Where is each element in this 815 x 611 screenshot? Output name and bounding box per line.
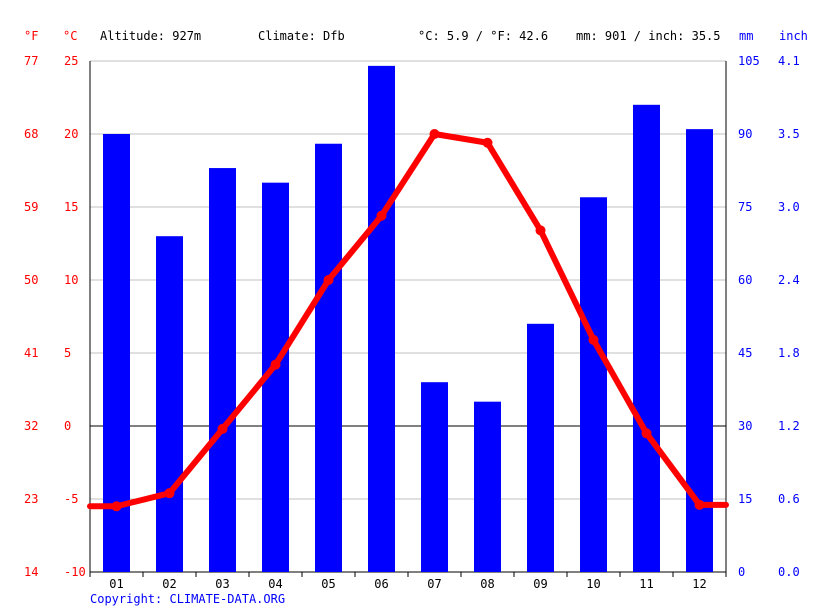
fahrenheit-tick-label: 14: [24, 565, 38, 579]
precipitation-bar: [368, 65, 395, 572]
fahrenheit-tick-label: 41: [24, 346, 38, 360]
month-label: 05: [321, 577, 335, 591]
celsius-unit-label: °C: [63, 29, 78, 43]
altitude-label: Altitude: 927m: [100, 29, 202, 43]
month-label: 06: [374, 577, 388, 591]
mm-tick-label: 75: [738, 200, 752, 214]
precipitation-bar: [421, 382, 448, 572]
fahrenheit-unit-label: °F: [24, 29, 39, 43]
temperature-line: [87, 131, 729, 510]
temperature-point: [588, 334, 599, 345]
fahrenheit-tick-label: 68: [24, 127, 38, 141]
precipitation-average-label: mm: 901 / inch: 35.5: [576, 29, 721, 43]
celsius-tick-label: 15: [64, 200, 78, 214]
temperature-point: [641, 428, 652, 439]
inch-tick-label: 0.0: [778, 565, 800, 579]
month-label: 01: [109, 577, 123, 591]
inch-tick-label: 1.8: [778, 346, 800, 360]
temperature-point: [429, 129, 440, 139]
month-label: 02: [162, 577, 176, 591]
celsius-tick-label: 0: [64, 419, 71, 433]
mm-tick-label: 30: [738, 419, 752, 433]
climate-label: Climate: Dfb: [258, 29, 345, 43]
mm-tick-label: 105: [738, 54, 760, 68]
precipitation-bar: [474, 401, 501, 572]
precipitation-bar: [580, 197, 607, 572]
precipitation-bar: [209, 168, 236, 573]
temperature-point: [535, 225, 546, 236]
temperature-point: [164, 488, 175, 499]
month-label: 12: [692, 577, 706, 591]
inch-tick-label: 3.0: [778, 200, 800, 214]
celsius-tick-label: -10: [64, 565, 86, 579]
month-label: 10: [586, 577, 600, 591]
month-label: 07: [427, 577, 441, 591]
mm-tick-label: 45: [738, 346, 752, 360]
mm-tick-label: 90: [738, 127, 752, 141]
inch-tick-label: 2.4: [778, 273, 800, 287]
fahrenheit-tick-label: 77: [24, 54, 38, 68]
temperature-point: [323, 275, 334, 285]
fahrenheit-tick-label: 23: [24, 492, 38, 506]
temperature-point: [376, 210, 387, 221]
month-label: 03: [215, 577, 229, 591]
mm-tick-label: 0: [738, 565, 745, 579]
celsius-tick-label: 5: [64, 346, 71, 360]
inch-tick-label: 1.2: [778, 419, 800, 433]
temperature-point: [482, 137, 493, 148]
fahrenheit-tick-label: 32: [24, 419, 38, 433]
celsius-tick-label: -5: [64, 492, 78, 506]
celsius-tick-label: 10: [64, 273, 78, 287]
temperature-point: [694, 499, 705, 510]
mm-unit-label: mm: [739, 29, 754, 43]
copyright-label: Copyright: CLIMATE-DATA.ORG: [90, 592, 286, 606]
mm-tick-label: 15: [738, 492, 752, 506]
precipitation-bar: [633, 104, 660, 573]
precipitation-bar: [103, 134, 130, 572]
precipitation-bar: [527, 323, 554, 572]
precipitation-bar: [156, 236, 183, 572]
fahrenheit-tick-label: 50: [24, 273, 38, 287]
celsius-tick-label: 25: [64, 54, 78, 68]
celsius-tick-label: 20: [64, 127, 78, 141]
precipitation-bar: [686, 129, 713, 572]
month-label: 04: [268, 577, 282, 591]
temperature-point: [270, 359, 281, 370]
inch-tick-label: 0.6: [778, 492, 800, 506]
month-label: 11: [639, 577, 653, 591]
inch-tick-label: 4.1: [778, 54, 800, 68]
temperature-point: [111, 501, 122, 512]
temperature-average-label: °C: 5.9 / °F: 42.6: [418, 29, 549, 43]
inch-tick-label: 3.5: [778, 127, 800, 141]
mm-tick-label: 60: [738, 273, 752, 287]
month-label: 09: [533, 577, 547, 591]
inch-unit-label: inch: [779, 29, 808, 43]
fahrenheit-tick-label: 59: [24, 200, 38, 214]
temperature-point: [217, 423, 228, 434]
month-label: 08: [480, 577, 494, 591]
precipitation-bar: [315, 143, 342, 572]
